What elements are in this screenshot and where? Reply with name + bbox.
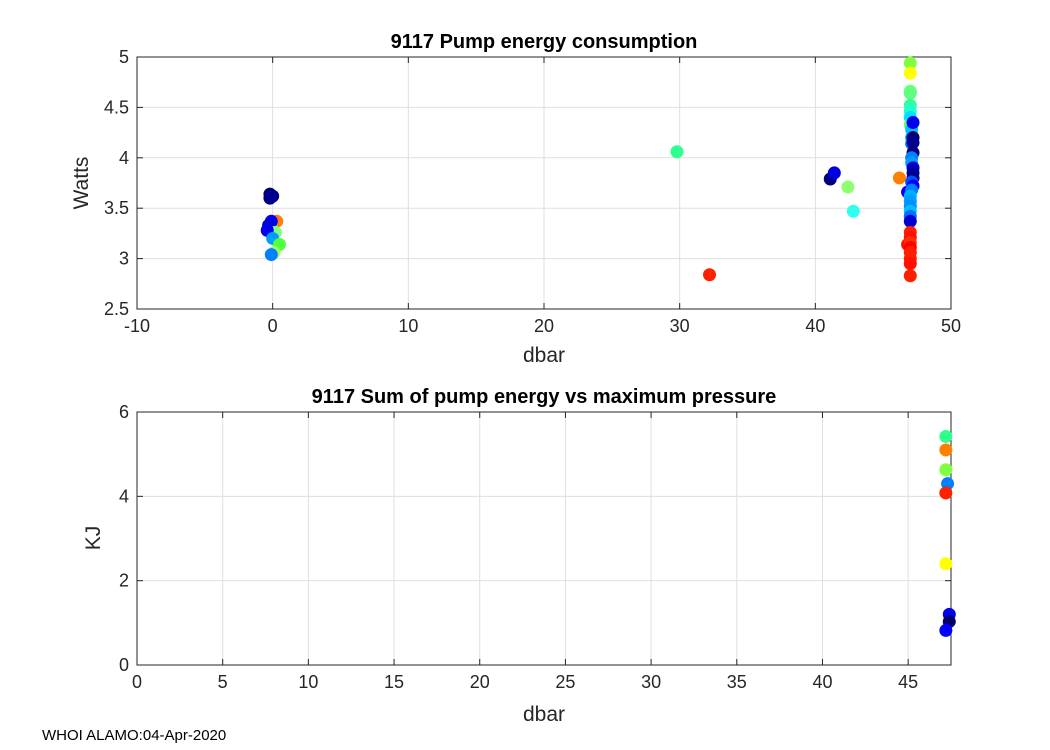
data-point	[903, 66, 917, 80]
x-tick-label: 5	[218, 672, 228, 692]
y-tick-label: 3	[119, 249, 129, 269]
bottom-x-ticks: 0 5 10 15 20 25 30 35 40 45	[132, 412, 918, 692]
data-point	[939, 429, 953, 443]
data-point	[939, 557, 953, 571]
x-tick-label: 10	[298, 672, 318, 692]
y-tick-label: 4	[119, 148, 129, 168]
data-point	[906, 116, 920, 130]
x-tick-label: 50	[941, 316, 961, 336]
bottom-axes: 0 5 10 15 20 25 30 35 40 45 0 2 4 6 9117 Sum of pump…	[82, 386, 956, 726]
x-tick-label: 20	[470, 672, 490, 692]
data-point	[903, 56, 917, 70]
y-tick-label: 0	[119, 655, 129, 675]
x-tick-label: -10	[124, 316, 150, 336]
bottom-grid	[136, 411, 951, 666]
x-tick-label: 40	[812, 672, 832, 692]
data-point	[939, 443, 953, 457]
x-tick-label: 35	[727, 672, 747, 692]
x-tick-label: 25	[555, 672, 575, 692]
x-tick-label: 0	[268, 316, 278, 336]
y-tick-label: 5	[119, 47, 129, 67]
x-tick-label: 0	[132, 672, 142, 692]
data-point	[939, 486, 953, 500]
data-point	[670, 145, 684, 159]
y-tick-label: 3.5	[104, 198, 129, 218]
data-point	[264, 248, 278, 262]
footer-credit: WHOI ALAMO:04-Apr-2020	[42, 727, 227, 744]
x-tick-label: 30	[641, 672, 661, 692]
x-tick-label: 20	[534, 316, 554, 336]
data-point	[903, 86, 917, 100]
x-tick-label: 15	[384, 672, 404, 692]
top-y-ticks: 2.5 3 3.5 4 4.5 5	[104, 47, 951, 319]
y-tick-label: 2.5	[104, 299, 129, 319]
bottom-x-axis-label: dbar	[523, 703, 565, 726]
top-chart-title: 9117 Pump energy consumption	[391, 31, 698, 53]
data-point	[903, 214, 917, 228]
x-tick-label: 10	[398, 316, 418, 336]
data-point	[939, 623, 953, 637]
data-point	[903, 257, 917, 271]
bottom-points	[939, 429, 956, 637]
bottom-chart-title: 9117 Sum of pump energy vs maximum press…	[312, 386, 777, 408]
y-tick-label: 4.5	[104, 97, 129, 117]
data-point	[846, 204, 860, 218]
x-tick-label: 30	[670, 316, 690, 336]
top-x-axis-label: dbar	[523, 344, 565, 367]
y-tick-label: 4	[119, 486, 129, 506]
data-point	[266, 189, 280, 203]
y-tick-label: 2	[119, 571, 129, 591]
bottom-y-ticks: 0 2 4 6	[119, 402, 951, 675]
bottom-plot-frame	[136, 411, 952, 666]
data-point	[892, 171, 906, 185]
data-point	[703, 268, 717, 282]
top-axes: -10 0 10 20 30 40 50 2.5 3 3.5 4 4.5 5 9117 Pump en…	[70, 31, 961, 367]
top-y-axis-label: Watts	[70, 157, 93, 210]
x-tick-label: 45	[898, 672, 918, 692]
bottom-y-axis-label: KJ	[82, 526, 105, 551]
data-point	[903, 269, 917, 283]
data-point	[827, 166, 841, 180]
data-point	[939, 463, 953, 477]
data-point	[841, 180, 855, 194]
top-points	[260, 56, 920, 283]
data-point	[906, 136, 920, 150]
top-x-ticks: -10 0 10 20 30 40 50	[124, 57, 961, 336]
y-tick-label: 6	[119, 402, 129, 422]
x-tick-label: 40	[805, 316, 825, 336]
